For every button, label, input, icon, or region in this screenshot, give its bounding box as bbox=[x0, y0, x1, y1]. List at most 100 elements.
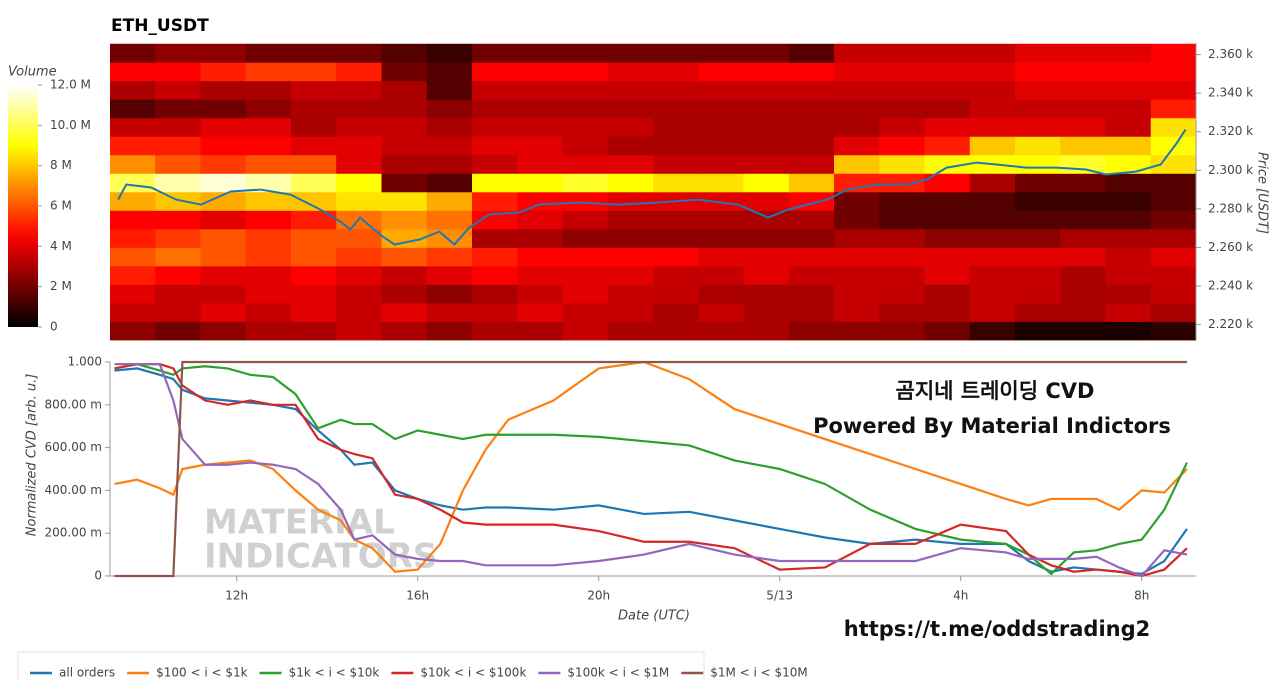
heatmap-cell bbox=[200, 117, 247, 137]
heatmap-cell bbox=[472, 173, 518, 193]
heatmap-cell bbox=[336, 265, 382, 285]
heatmap-cell bbox=[879, 302, 925, 322]
heatmap-cell bbox=[291, 210, 337, 230]
heatmap-cell bbox=[155, 173, 201, 193]
heatmap-cell bbox=[1015, 62, 1061, 82]
heatmap-cell bbox=[155, 154, 201, 174]
series-line bbox=[114, 363, 1188, 578]
heatmap-cell bbox=[879, 136, 925, 156]
heatmap-cell bbox=[653, 154, 699, 174]
y-tick-label: 2.220 k bbox=[1208, 317, 1253, 331]
heatmap-cell bbox=[743, 173, 790, 193]
heatmap-cell bbox=[291, 228, 337, 248]
heatmap-cell bbox=[653, 247, 699, 267]
x-tick-label: 4h bbox=[953, 589, 968, 603]
heatmap-cell bbox=[245, 62, 292, 82]
heatmap-cell bbox=[1015, 154, 1061, 174]
heatmap-cell bbox=[743, 43, 790, 63]
heatmap-cell bbox=[653, 99, 699, 119]
legend-label: $1M < i < $10M bbox=[710, 666, 808, 680]
heatmap-cell bbox=[743, 62, 790, 82]
heatmap-cell bbox=[381, 62, 428, 82]
heatmap-cell bbox=[517, 191, 563, 211]
heatmap-cell bbox=[1105, 302, 1152, 322]
heatmap-cell bbox=[969, 136, 1016, 156]
heatmap-cell bbox=[110, 43, 156, 63]
heatmap-cell bbox=[1015, 302, 1061, 322]
heatmap-cell bbox=[1150, 154, 1197, 174]
heatmap-cell bbox=[698, 43, 744, 63]
heatmap-cell bbox=[834, 154, 880, 174]
heatmap-cell bbox=[200, 284, 247, 304]
heatmap-cell bbox=[969, 43, 1016, 63]
y-tick-label: 400.00 m bbox=[45, 483, 103, 497]
heatmap-cell bbox=[110, 173, 156, 193]
heatmap-cell bbox=[426, 99, 473, 119]
heatmap-cell bbox=[924, 99, 971, 119]
y-tick-label: 2.300 k bbox=[1208, 163, 1253, 177]
heatmap-cell bbox=[743, 247, 790, 267]
heatmap-cell bbox=[879, 191, 925, 211]
heatmap-cell bbox=[607, 136, 654, 156]
colorbar-tick-label: 6 M bbox=[50, 199, 72, 213]
heatmap-cell bbox=[607, 99, 654, 119]
heatmap-cell bbox=[291, 62, 337, 82]
heatmap-cell bbox=[155, 99, 201, 119]
heatmap-cell bbox=[1060, 247, 1106, 267]
heatmap-cell bbox=[336, 154, 382, 174]
heatmap-cell bbox=[1150, 302, 1197, 322]
heatmap-cell bbox=[426, 321, 473, 341]
heatmap-cell bbox=[381, 191, 428, 211]
heatmap-cell bbox=[788, 321, 835, 341]
heatmap-cell bbox=[517, 210, 563, 230]
heatmap-cell bbox=[1060, 284, 1106, 304]
annotation: 곰지네 트레이딩 CVD bbox=[896, 379, 1095, 403]
heatmap-cell bbox=[472, 247, 518, 267]
heatmap-cell bbox=[1015, 99, 1061, 119]
heatmap-cell bbox=[653, 265, 699, 285]
heatmap-cell bbox=[1105, 99, 1152, 119]
heatmap-cell bbox=[607, 247, 654, 267]
heatmap-cell bbox=[200, 302, 247, 322]
heatmap-cell bbox=[788, 247, 835, 267]
heatmap-cell bbox=[834, 136, 880, 156]
heatmap-cell bbox=[562, 265, 609, 285]
y-tick-label: 200.00 m bbox=[45, 526, 103, 540]
heatmap-cell bbox=[155, 80, 201, 100]
heatmap-cell bbox=[743, 265, 790, 285]
colorbar-label: Volume bbox=[8, 65, 57, 80]
heatmap-cell bbox=[698, 265, 744, 285]
heatmap-cell bbox=[336, 228, 382, 248]
x-tick-label: 20h bbox=[587, 589, 610, 603]
heatmap-cell bbox=[834, 117, 880, 137]
heatmap-cell bbox=[1015, 43, 1061, 63]
y-tick-label: 2.240 k bbox=[1208, 279, 1253, 293]
heatmap-cell bbox=[698, 136, 744, 156]
x-tick-label: 5/13 bbox=[766, 589, 793, 603]
heatmap-cell bbox=[1060, 117, 1106, 137]
heatmap-cell bbox=[834, 99, 880, 119]
heatmap-cell bbox=[1060, 154, 1106, 174]
heatmap-cell bbox=[698, 154, 744, 174]
heatmap-cell bbox=[1150, 191, 1197, 211]
heatmap-cell bbox=[924, 43, 971, 63]
heatmap-cell bbox=[155, 43, 201, 63]
heatmap-cell bbox=[834, 173, 880, 193]
heatmap-cell bbox=[969, 191, 1016, 211]
heatmap-cell bbox=[607, 265, 654, 285]
heatmap-cell bbox=[743, 117, 790, 137]
heatmap-cell bbox=[653, 302, 699, 322]
heatmap-cell bbox=[291, 265, 337, 285]
heatmap-cell bbox=[879, 265, 925, 285]
heatmap-cell bbox=[110, 154, 156, 174]
heatmap-cell bbox=[1015, 117, 1061, 137]
heatmap-cell bbox=[110, 99, 156, 119]
heatmap-cell bbox=[562, 136, 609, 156]
heatmap-cell bbox=[426, 136, 473, 156]
heatmap-cell bbox=[788, 228, 835, 248]
heatmap-cell bbox=[1105, 136, 1152, 156]
heatmap-cell bbox=[562, 99, 609, 119]
heatmap-cell bbox=[1105, 43, 1152, 63]
heatmap-cell bbox=[562, 321, 609, 341]
